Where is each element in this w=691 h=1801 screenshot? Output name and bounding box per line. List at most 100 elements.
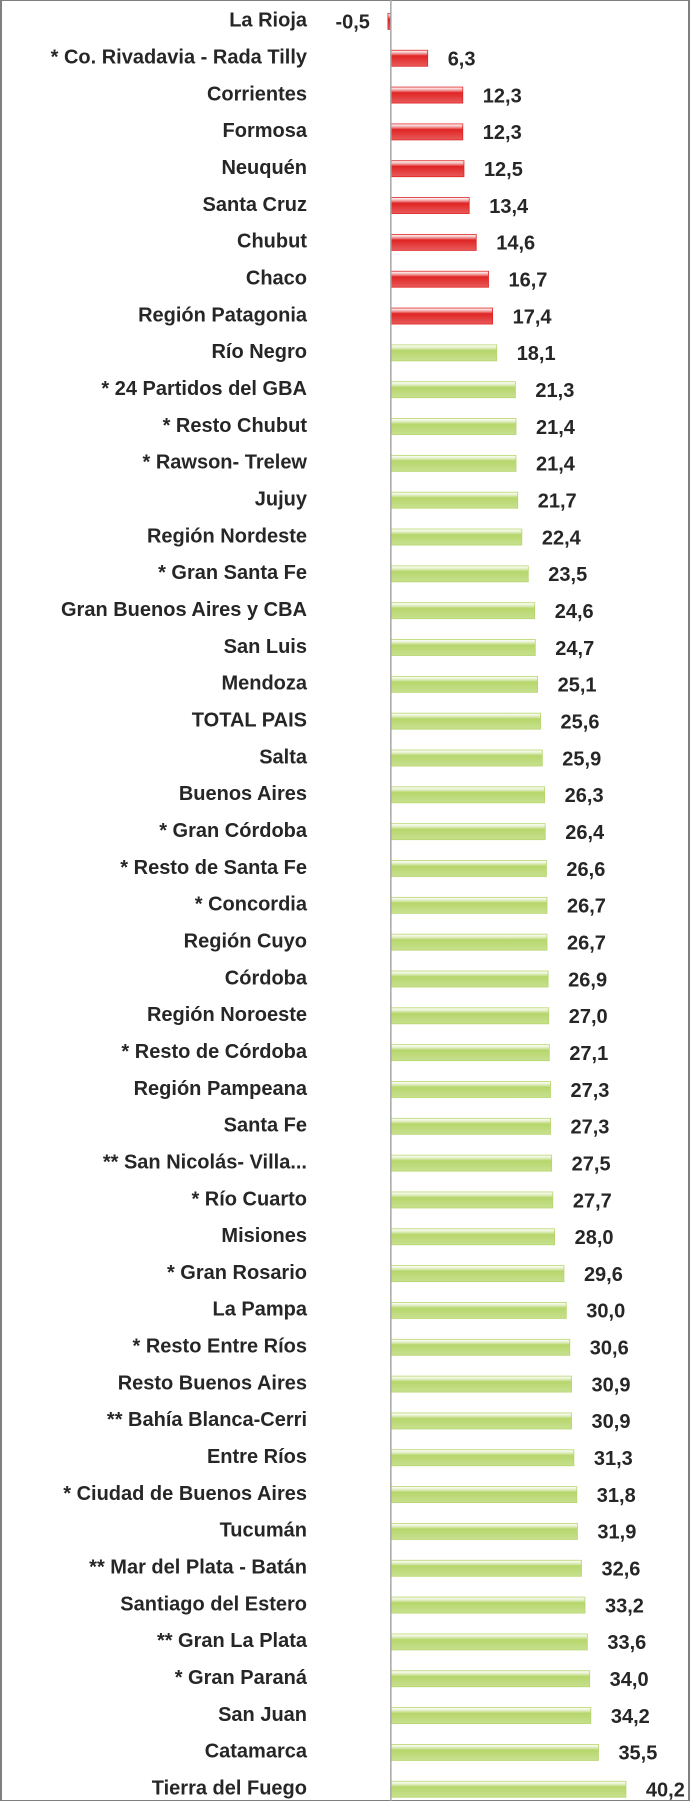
category-label: Santa Cruz (203, 194, 307, 216)
value-label: 35,5 (618, 1743, 657, 1765)
category-label: Salta (259, 746, 308, 768)
value-label: 30,9 (592, 1411, 631, 1433)
category-label: Misiones (221, 1225, 307, 1247)
value-label: 33,6 (607, 1632, 646, 1654)
bar (390, 1044, 550, 1062)
value-label: 28,0 (575, 1227, 614, 1249)
value-label: 14,6 (496, 233, 535, 255)
value-label: 21,4 (536, 417, 576, 439)
category-label: Región Nordeste (147, 525, 307, 547)
value-label: 12,3 (483, 85, 522, 107)
bar (390, 1707, 592, 1724)
bar (390, 123, 464, 141)
bar (390, 381, 516, 399)
value-label: 27,3 (570, 1080, 609, 1102)
category-label: Buenos Aires (179, 783, 307, 805)
bar (390, 970, 549, 988)
value-label: 30,9 (592, 1374, 631, 1396)
value-label: 16,7 (509, 270, 548, 292)
value-label: 27,0 (569, 1006, 608, 1028)
value-label: 33,2 (605, 1595, 644, 1617)
category-label: Chubut (237, 231, 307, 253)
category-label: Mendoza (221, 673, 307, 695)
category-label: * Resto Chubut (163, 415, 308, 437)
category-label: Jujuy (255, 488, 308, 510)
bar (390, 1780, 627, 1798)
bar (390, 1081, 551, 1098)
category-label: Región Pampeana (134, 1078, 308, 1100)
category-label: Corrientes (207, 83, 307, 105)
value-label: 13,4 (489, 196, 529, 218)
category-label: San Luis (224, 636, 307, 658)
bar (390, 233, 477, 251)
value-label: 30,0 (586, 1301, 625, 1323)
bar (390, 1744, 599, 1761)
category-label: Córdoba (225, 967, 308, 989)
value-label: 23,5 (548, 564, 587, 586)
bar (390, 1228, 555, 1246)
value-label: 26,4 (565, 822, 605, 844)
bar (390, 749, 543, 767)
bar (390, 1302, 567, 1319)
category-label: * Gran Santa Fe (158, 562, 307, 584)
category-label: Región Cuyo (184, 930, 307, 952)
bar (390, 344, 498, 362)
bar (390, 49, 429, 67)
value-label: 30,6 (590, 1338, 629, 1360)
bar (390, 1375, 572, 1393)
category-label: Santa Fe (224, 1115, 307, 1137)
value-label: 34,2 (611, 1706, 650, 1728)
value-label: 21,7 (538, 490, 577, 512)
category-label: * Gran Rosario (167, 1262, 307, 1284)
bar (390, 1486, 578, 1504)
value-label: 26,9 (568, 969, 607, 991)
bar (390, 1265, 565, 1283)
category-label: Neuquén (221, 157, 307, 179)
bar (390, 1449, 575, 1467)
bar (390, 675, 539, 693)
bar (390, 1412, 572, 1430)
value-label: 26,7 (567, 932, 606, 954)
category-label: Región Patagonia (138, 304, 308, 326)
value-label: 22,4 (542, 527, 582, 549)
value-label: 31,9 (597, 1522, 636, 1544)
value-label: 27,1 (569, 1043, 608, 1065)
value-label: 31,8 (597, 1485, 636, 1507)
bar (390, 197, 470, 214)
value-label: 21,4 (536, 454, 576, 476)
bar (390, 1523, 578, 1540)
bar (390, 823, 546, 841)
bar (390, 1338, 571, 1356)
category-label: Santiago del Estero (120, 1593, 307, 1615)
value-label: 31,3 (594, 1448, 633, 1470)
bar (390, 86, 464, 104)
value-label: 17,4 (513, 306, 553, 328)
bar (390, 1007, 550, 1025)
bar (390, 1191, 554, 1209)
bar (390, 639, 536, 656)
bar (390, 307, 494, 325)
category-label: Entre Ríos (207, 1446, 307, 1468)
category-label: * Co. Rivadavia - Rada Tilly (51, 47, 308, 69)
value-label: 40,2 (646, 1780, 685, 1801)
value-label: 18,1 (517, 343, 556, 365)
bar (390, 270, 489, 288)
value-label: 6,3 (448, 49, 476, 71)
bar (390, 786, 546, 804)
bar (390, 933, 548, 951)
bar (390, 454, 517, 472)
value-label: 29,6 (584, 1264, 623, 1286)
bar (390, 418, 517, 435)
value-label: -0,5 (335, 12, 369, 34)
value-label: 12,3 (483, 122, 522, 144)
value-label: 26,3 (565, 785, 604, 807)
bar (390, 1154, 553, 1172)
value-label: 25,9 (562, 748, 601, 770)
value-label: 32,6 (601, 1559, 640, 1581)
category-label: * 24 Partidos del GBA (101, 378, 307, 400)
category-label: Región Noroeste (147, 1004, 307, 1026)
value-label: 27,7 (573, 1190, 612, 1212)
category-label: Tierra del Fuego (152, 1778, 307, 1800)
category-label: ** San Nicolás- Villa... (103, 1151, 307, 1173)
